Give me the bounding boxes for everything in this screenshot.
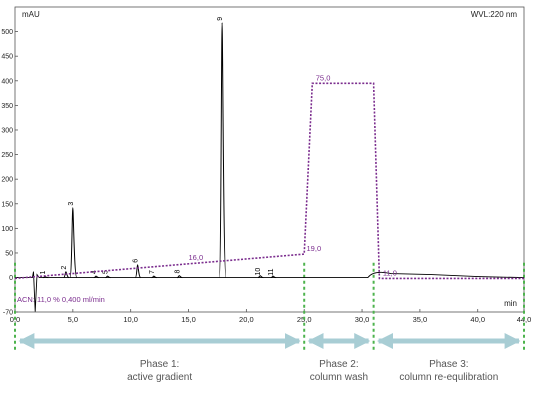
gradient-point-label: 16,0 bbox=[189, 253, 204, 262]
y-tick-label: 400 bbox=[1, 78, 13, 85]
peak-label: 9 bbox=[217, 17, 224, 21]
gradient-point-label: 75,0 bbox=[316, 73, 331, 82]
gradient-point-label: 19,0 bbox=[307, 244, 322, 253]
peak-label: 3 bbox=[68, 202, 75, 206]
x-tick-label: 15,0 bbox=[181, 315, 196, 324]
peak-label: 8 bbox=[174, 270, 181, 274]
chromatogram-peak bbox=[257, 275, 264, 279]
y-tick-label: 500 bbox=[1, 29, 13, 36]
y-axis: -70 0 50 100 150 200 250 300 350 400 450 500 bbox=[1, 29, 18, 317]
y-tick-label: 0 bbox=[9, 275, 13, 282]
peak-label: 7 bbox=[149, 270, 156, 274]
y-tick-label: 450 bbox=[1, 54, 13, 61]
phase-label-line2: column wash bbox=[310, 372, 368, 383]
peak-label: 11 bbox=[268, 268, 275, 275]
x-tick-label: 30,0 bbox=[355, 315, 370, 324]
chromatogram-peak bbox=[151, 275, 157, 279]
gradient-profile-line bbox=[14, 82, 524, 280]
x-tick-label: 10,0 bbox=[123, 315, 138, 324]
x-tick-label: 35,0 bbox=[413, 315, 428, 324]
gradient-point-label: 11,0 bbox=[383, 268, 397, 277]
x-axis: 0,05,010,015,020,025,030,035,040,044,0 bbox=[10, 309, 531, 324]
plot-frame bbox=[14, 6, 525, 313]
x-tick-label: 40,0 bbox=[470, 315, 485, 324]
peak-label: 10 bbox=[255, 268, 262, 276]
chromatogram-baseline bbox=[15, 271, 525, 312]
y-tick-label: 350 bbox=[1, 103, 13, 110]
phase-label-line1: Phase 3: bbox=[429, 359, 468, 370]
x-tick-label: 5,0 bbox=[68, 315, 78, 324]
phase-label-line2: column re-equlibration bbox=[399, 372, 498, 383]
chromatogram-peak bbox=[134, 264, 142, 279]
y-axis-label: mAU bbox=[22, 10, 40, 19]
gradient-info-label: ACN: 11,0 % 0,400 ml/min bbox=[17, 295, 105, 304]
detector-wavelength-label: WVL:220 nm bbox=[471, 10, 518, 19]
x-tick-label: 20,0 bbox=[239, 315, 254, 324]
y-tick-label: 100 bbox=[1, 226, 13, 233]
peak-label: 5 bbox=[103, 270, 110, 274]
y-tick-label: 50 bbox=[5, 250, 13, 257]
chromatogram-peak bbox=[69, 207, 78, 279]
y-tick-label: 200 bbox=[1, 177, 13, 184]
phase-label-line1: Phase 2: bbox=[319, 359, 358, 370]
y-tick-label: 250 bbox=[1, 152, 13, 159]
peak-label: 6 bbox=[133, 259, 140, 263]
chromatogram-peak bbox=[63, 271, 70, 279]
phase-label-line2: active gradient bbox=[127, 372, 192, 383]
y-tick-label: 300 bbox=[1, 127, 13, 134]
x-axis-unit-label: min bbox=[504, 299, 517, 308]
chromatogram-peak bbox=[93, 275, 100, 279]
y-tick-label: 150 bbox=[1, 201, 13, 208]
phase-label-line1: Phase 1: bbox=[140, 359, 179, 370]
peak-label: 1 bbox=[40, 271, 47, 275]
gradient-labels: 16,0 19,0 75,0 11,0 bbox=[189, 73, 397, 277]
chromatogram-peak bbox=[270, 275, 277, 279]
y-tick-label: -70 bbox=[3, 310, 13, 317]
phase-annotations: Phase 1: active gradient Phase 2: column wa… bbox=[18, 332, 521, 383]
chromatogram-peak bbox=[177, 275, 183, 279]
peak-label: 2 bbox=[61, 266, 68, 270]
chromatogram-peak bbox=[218, 22, 227, 279]
chromatogram-peak bbox=[105, 275, 111, 279]
